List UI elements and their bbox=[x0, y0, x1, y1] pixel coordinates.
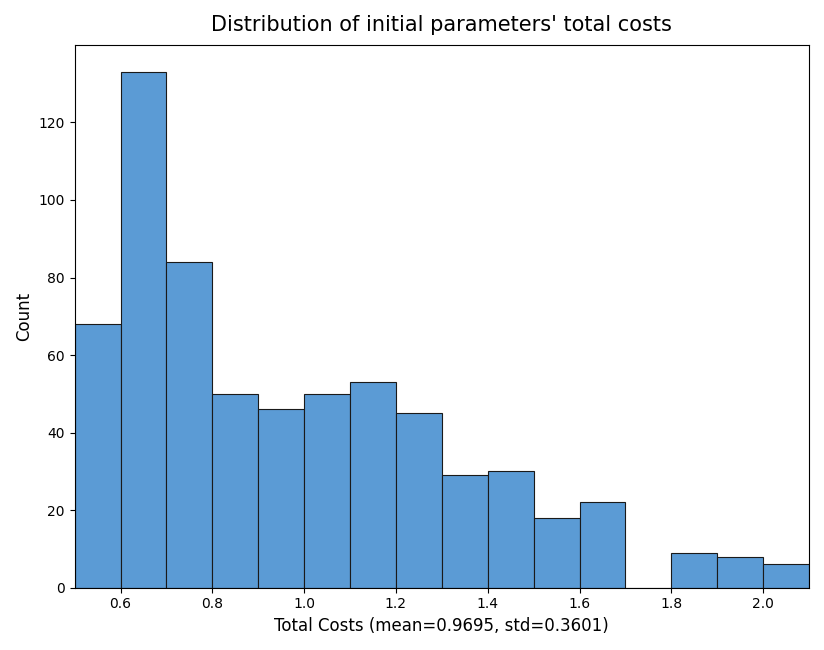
Bar bbox=[579, 502, 625, 588]
Bar bbox=[258, 410, 304, 588]
Bar bbox=[717, 556, 763, 588]
Bar bbox=[166, 262, 213, 588]
Bar bbox=[120, 72, 166, 588]
Title: Distribution of initial parameters' total costs: Distribution of initial parameters' tota… bbox=[212, 15, 672, 35]
Bar bbox=[534, 518, 579, 588]
Bar bbox=[213, 394, 258, 588]
Bar bbox=[488, 471, 534, 588]
X-axis label: Total Costs (mean=0.9695, std=0.3601): Total Costs (mean=0.9695, std=0.3601) bbox=[274, 617, 609, 635]
Bar bbox=[350, 382, 396, 588]
Bar bbox=[75, 324, 120, 588]
Y-axis label: Count: Count bbox=[15, 292, 33, 341]
Bar bbox=[763, 564, 809, 588]
Bar bbox=[396, 413, 442, 588]
Bar bbox=[442, 475, 488, 588]
Bar bbox=[672, 553, 717, 588]
Bar bbox=[304, 394, 350, 588]
